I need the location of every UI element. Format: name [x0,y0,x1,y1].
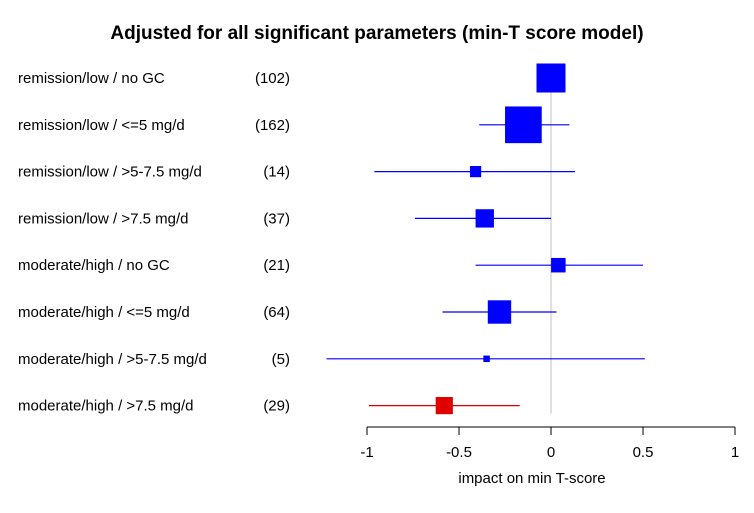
estimate-marker [551,257,566,273]
row-label: remission/low / >5-7.5 mg/d [18,164,202,181]
x-axis-title: impact on min T-score [458,470,605,487]
row-label: moderate/high / <=5 mg/d [18,304,190,321]
row-label: remission/low / >7.5 mg/d [18,210,189,227]
row-count: (5) [272,351,290,368]
forest-row: remission/low / >5-7.5 mg/d (14) [18,164,575,181]
forest-row: moderate/high / no GC (21) [18,257,643,274]
row-label: moderate/high / no GC [18,257,170,274]
forest-row: remission/low / <=5 mg/d (162) [18,106,570,144]
estimate-marker [536,63,566,93]
estimate-marker [483,355,490,363]
row-label: moderate/high / >7.5 mg/d [18,398,194,415]
estimate-marker [505,106,542,144]
row-label: remission/low / <=5 mg/d [18,117,185,134]
forest-row: remission/low / no GC (102) [18,63,566,93]
row-count: (102) [255,70,290,87]
row-count: (64) [263,304,290,321]
estimate-marker [475,209,494,228]
forest-rows: remission/low / no GC (102)remission/low … [18,63,645,415]
forest-row: moderate/high / >5-7.5 mg/d (5) [18,351,645,368]
row-label: remission/low / no GC [18,70,165,87]
x-tick-label: 0.5 [633,444,654,461]
row-count: (37) [263,210,290,227]
row-label: moderate/high / >5-7.5 mg/d [18,351,207,368]
x-tick-label: -0.5 [446,444,472,461]
forest-row: moderate/high / <=5 mg/d (64) [18,300,557,324]
estimate-marker [435,397,453,415]
row-count: (162) [255,117,290,134]
estimate-marker [487,300,512,324]
x-tick-label: 0 [547,444,555,461]
row-count: (21) [263,257,290,274]
forest-row: remission/low / >7.5 mg/d (37) [18,209,551,228]
x-tick-label: 1 [731,444,739,461]
x-axis: -1 -0.5 0 0.5 1 [360,426,739,461]
estimate-marker [469,165,482,178]
x-tick-label: -1 [360,444,373,461]
row-count: (29) [263,398,290,415]
forest-row: moderate/high / >7.5 mg/d (29) [18,397,520,415]
row-count: (14) [263,164,290,181]
chart-title: Adjusted for all significant parameters … [110,23,643,44]
